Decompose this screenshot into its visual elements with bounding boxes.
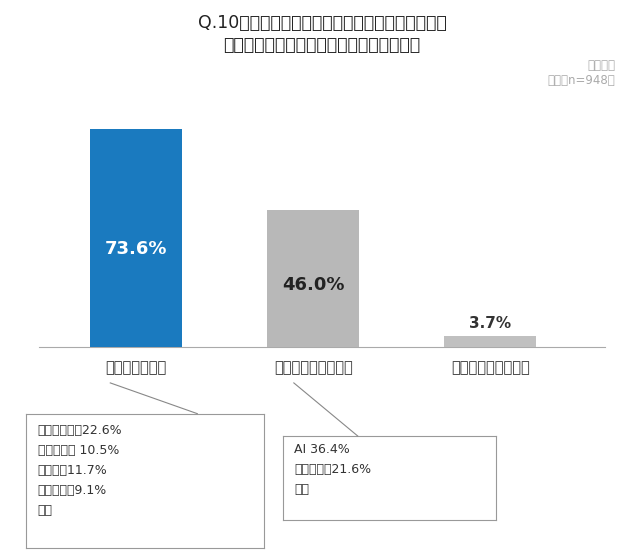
Text: 全体（n=948）: 全体（n=948）: [547, 74, 615, 87]
Text: 後進の若者　22.6%
アルバイト 10.5%
外国人　11.7%
競合他社　9.1%
など: 後進の若者 22.6% アルバイト 10.5% 外国人 11.7% 競合他社 9…: [37, 424, 122, 518]
Bar: [90, 129, 182, 347]
Text: 73.6%: 73.6%: [105, 240, 167, 258]
Text: 複数回答: 複数回答: [587, 59, 615, 72]
Text: いるとしたら、それは何だと思いますか。: いるとしたら、それは何だと思いますか。: [223, 36, 421, 54]
Text: 46.0%: 46.0%: [282, 276, 345, 295]
Text: Q.10年後、今の自分の仕事を代替している存在が: Q.10年後、今の自分の仕事を代替している存在が: [198, 14, 446, 32]
Text: AI 36.4%
ロボット　21.6%
など: AI 36.4% ロボット 21.6% など: [294, 443, 371, 496]
Bar: [267, 210, 359, 347]
Bar: [444, 335, 536, 347]
Text: 3.7%: 3.7%: [469, 316, 511, 331]
